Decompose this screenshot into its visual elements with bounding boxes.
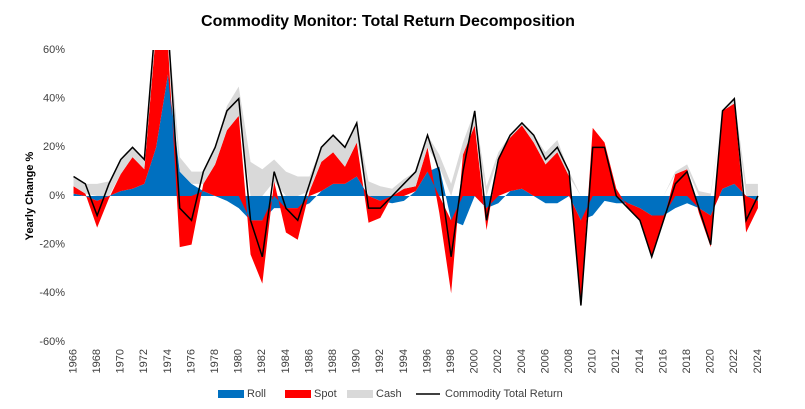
total-return-line — [73, 50, 759, 306]
x-tick-label: 1984 — [280, 349, 292, 373]
x-tick-label: 1986 — [303, 349, 315, 373]
y-axis-label: Yearly Change % — [24, 151, 36, 240]
x-tick-label: 2000 — [469, 349, 481, 373]
x-tick-label: 2024 — [752, 349, 764, 373]
x-tick-label: 2018 — [681, 349, 693, 373]
legend-label: Cash — [376, 388, 402, 400]
x-tick-label: 1992 — [374, 349, 386, 373]
y-tick-label: 20% — [43, 141, 65, 153]
legend-swatch — [347, 390, 373, 398]
x-tick-label: 2006 — [539, 349, 551, 373]
x-tick-label: 1982 — [256, 349, 268, 373]
x-tick-label: 1972 — [138, 349, 150, 373]
x-tick-label: 2002 — [492, 349, 504, 373]
x-tick-label: 1988 — [327, 349, 339, 373]
x-tick-label: 1974 — [162, 349, 174, 373]
x-tick-label: 1980 — [233, 349, 245, 373]
area-0 — [73, 74, 758, 226]
x-tick-label: 1990 — [351, 349, 363, 373]
x-tick-label: 1970 — [115, 349, 127, 373]
y-tick-label: 40% — [43, 93, 65, 105]
x-tick-label: 2014 — [634, 349, 646, 373]
legend-label: Commodity Total Return — [445, 388, 563, 400]
x-tick-label: 2012 — [610, 349, 622, 373]
chart-title: Commodity Monitor: Total Return Decompos… — [201, 13, 575, 30]
y-tick-label: -40% — [39, 287, 65, 299]
y-tick-label: 60% — [43, 44, 65, 56]
x-tick-label: 2022 — [728, 349, 740, 373]
x-tick-label: 1998 — [445, 349, 457, 373]
legend-swatch — [285, 390, 311, 398]
x-tick-label: 1978 — [209, 349, 221, 373]
area-1 — [73, 50, 758, 306]
y-tick-label: 0% — [49, 190, 65, 202]
x-tick-label: 1976 — [185, 349, 197, 373]
x-tick-label: 2004 — [516, 349, 528, 373]
legend-swatch — [218, 390, 244, 398]
x-tick-label: 1968 — [91, 349, 103, 373]
legend-label: Roll — [247, 388, 266, 400]
y-tick-label: -20% — [39, 239, 65, 251]
y-tick-label: -60% — [39, 336, 65, 348]
x-tick-label: 1996 — [421, 349, 433, 373]
x-tick-label: 2008 — [563, 349, 575, 373]
x-tick-label: 2020 — [705, 349, 717, 373]
x-tick-label: 2016 — [657, 349, 669, 373]
legend-label: Spot — [314, 388, 337, 400]
x-tick-label: 1994 — [398, 349, 410, 373]
plot-area — [73, 50, 759, 306]
x-tick-label: 2010 — [587, 349, 599, 373]
x-tick-label: 1966 — [67, 349, 79, 373]
